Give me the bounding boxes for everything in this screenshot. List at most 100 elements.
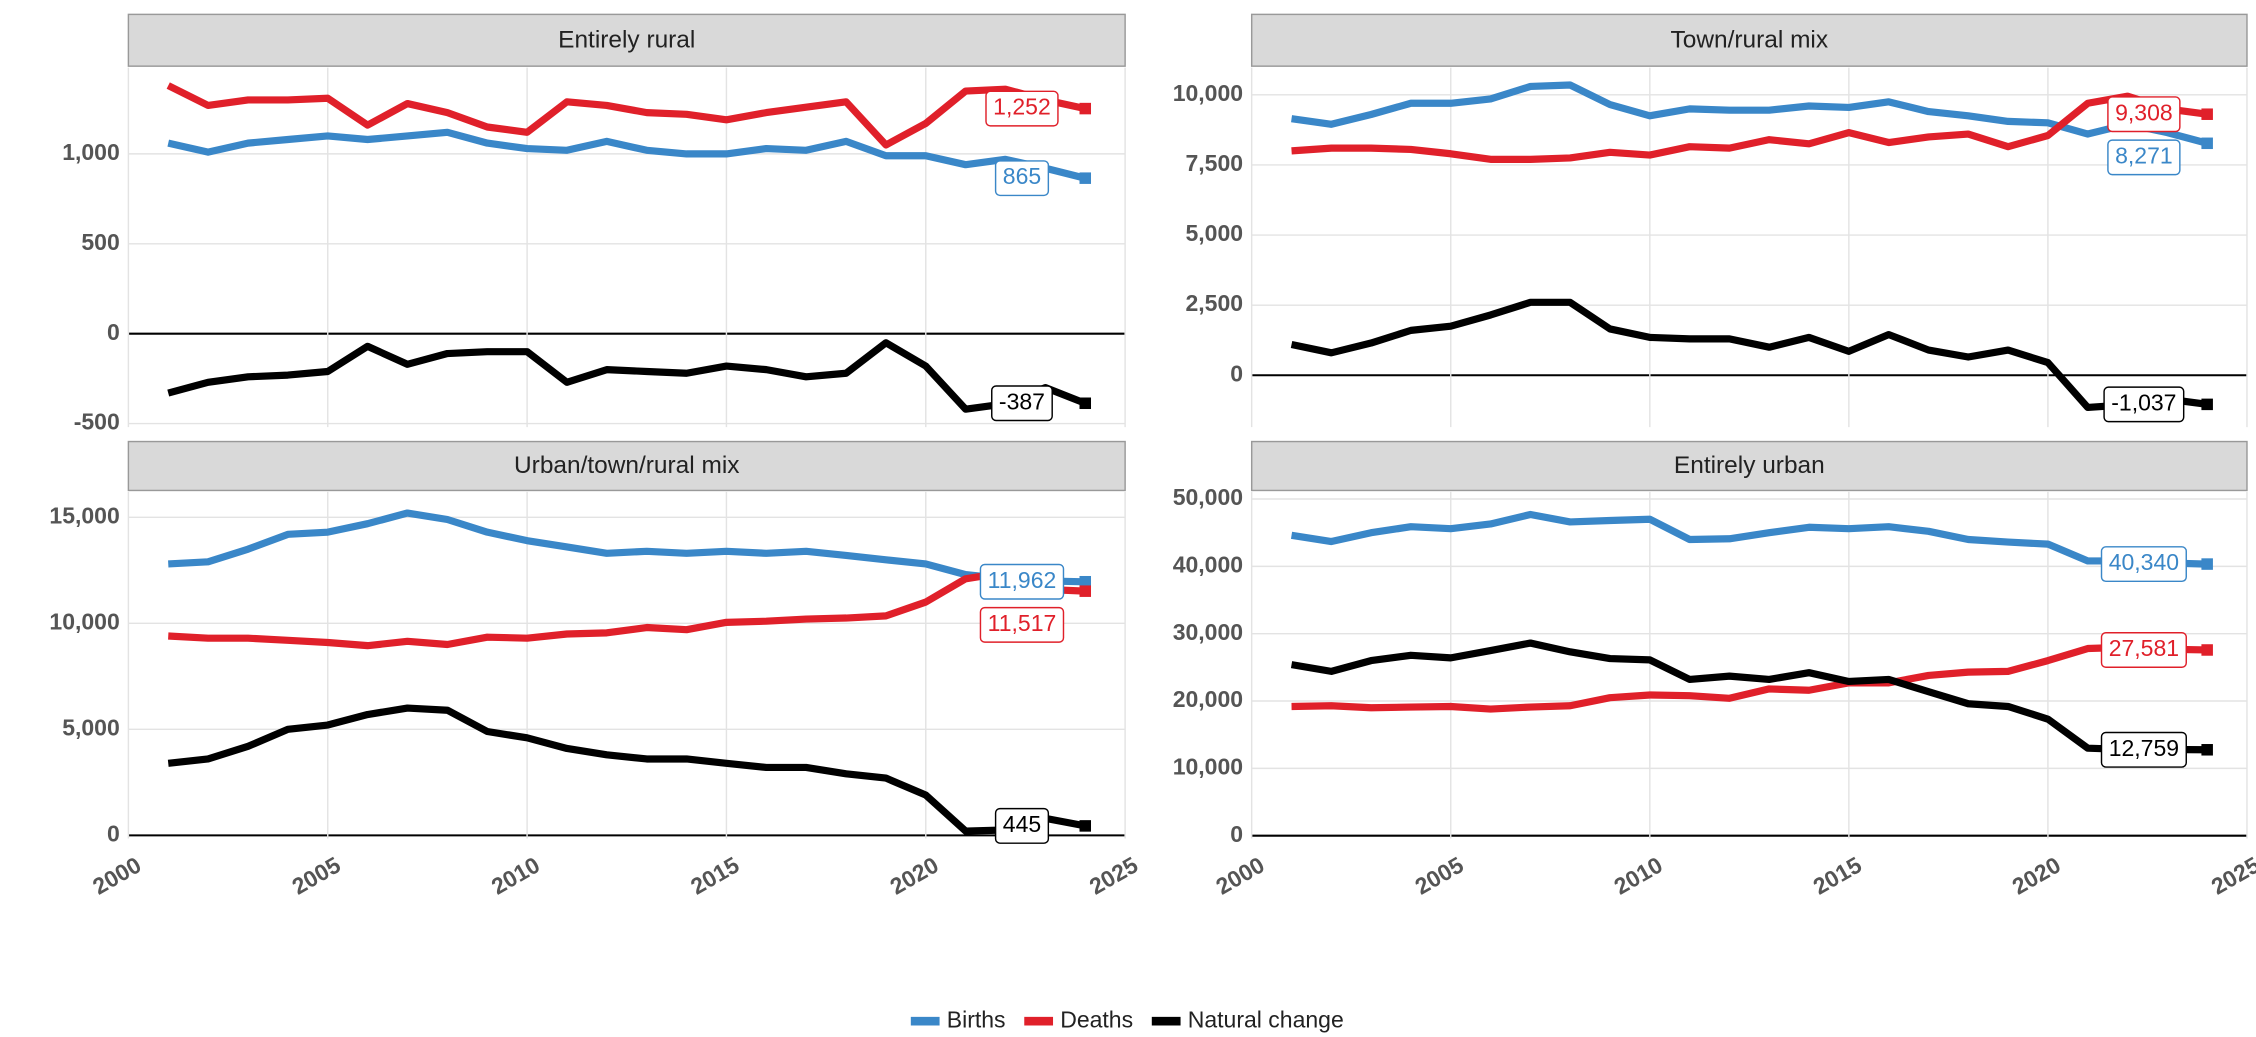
value-label: 12,759 <box>2100 731 2187 768</box>
x-tick-label: 2000 <box>1211 851 1268 899</box>
y-tick-label: 50,000 <box>1173 484 1243 510</box>
x-tick-label: 2010 <box>487 851 544 899</box>
value-label-box <box>2100 546 2187 583</box>
end-point <box>1079 585 1092 597</box>
value-label-text: 865 <box>1003 163 1041 189</box>
value-label-box <box>994 807 1050 844</box>
legend: Births Deaths Natural change <box>910 1006 1344 1032</box>
x-tick-label: 2025 <box>1085 851 1142 899</box>
series-line <box>168 509 1086 586</box>
end-point <box>2201 108 2213 120</box>
series-line <box>1291 81 2209 147</box>
series-line <box>168 568 1086 650</box>
y-tick-label: 10,000 <box>1173 80 1243 106</box>
x-tick-label: 2015 <box>686 851 743 899</box>
x-tick-label: 2020 <box>2008 851 2065 899</box>
legend-label: Deaths <box>1060 1006 1133 1032</box>
y-tick-label: 10,000 <box>49 608 119 634</box>
value-label-box <box>2103 386 2185 423</box>
value-label-box <box>994 160 1050 197</box>
value-label: 9,308 <box>2107 96 2181 133</box>
panel-title: Entirely rural <box>558 26 695 53</box>
value-label: 865 <box>994 160 1050 197</box>
value-label-text: 11,517 <box>988 610 1057 636</box>
value-label: 40,340 <box>2100 546 2187 583</box>
value-label: 8,271 <box>2107 139 2181 176</box>
x-tick-label: 2000 <box>88 851 145 899</box>
y-tick-label: 20,000 <box>1173 686 1243 712</box>
series-line <box>167 128 1087 182</box>
y-tick-label: 15,000 <box>49 502 119 528</box>
value-label-box <box>2107 139 2181 176</box>
y-tick-label: 0 <box>1230 821 1243 847</box>
x-tick-label: 2010 <box>1610 851 1667 899</box>
legend-swatch <box>1024 1016 1054 1026</box>
series-line <box>1290 298 2208 412</box>
strip <box>127 440 1126 492</box>
y-tick-label: 5,000 <box>62 714 120 740</box>
legend-swatch <box>910 1016 940 1026</box>
end-point <box>2201 644 2213 656</box>
legend-label: Natural change <box>1188 1006 1344 1032</box>
y-tick-label: 0 <box>1230 360 1243 386</box>
series-line <box>1290 639 2208 754</box>
end-point <box>2201 744 2213 756</box>
end-point <box>1079 575 1092 588</box>
value-label-box <box>2100 731 2187 768</box>
value-label: 1,252 <box>985 90 1059 127</box>
x-tick-label: 2025 <box>2207 851 2256 899</box>
end-point <box>2201 558 2213 570</box>
x-tick-label: 2020 <box>886 851 943 899</box>
series-line <box>1291 643 2208 713</box>
value-label: 11,962 <box>979 563 1065 600</box>
legend-swatch <box>1151 1016 1181 1026</box>
strip <box>1250 440 2248 492</box>
panel-title: Entirely urban <box>1674 452 1825 479</box>
y-tick-label: 1,000 <box>62 139 120 165</box>
series-line <box>166 82 1087 149</box>
value-label-text: 12,759 <box>2109 735 2179 761</box>
end-point <box>1079 397 1092 410</box>
value-label-text: -1,037 <box>2111 389 2176 415</box>
value-label: 445 <box>994 807 1050 844</box>
value-label: -1,037 <box>2103 386 2185 423</box>
y-tick-label: 500 <box>81 229 119 255</box>
value-label: -387 <box>991 385 1053 422</box>
y-tick-label: 0 <box>107 319 120 345</box>
value-label-text: 9,308 <box>2115 99 2173 125</box>
strip <box>127 13 1126 67</box>
end-point <box>1079 172 1092 184</box>
value-label-box <box>2100 632 2187 668</box>
value-label-text: 40,340 <box>2109 549 2179 575</box>
y-tick-label: 7,500 <box>1186 150 1244 176</box>
end-point <box>1079 820 1092 832</box>
x-tick-label: 2015 <box>1809 851 1866 899</box>
value-label-text: 1,252 <box>993 94 1051 120</box>
y-tick-label: 0 <box>107 820 120 846</box>
value-label-box <box>979 563 1065 600</box>
series-line <box>167 339 1087 413</box>
value-label-text: -387 <box>999 388 1045 414</box>
y-tick-label: -500 <box>74 409 120 435</box>
value-label: 11,517 <box>979 606 1065 643</box>
x-tick-label: 2005 <box>287 851 344 899</box>
end-point <box>1079 102 1092 115</box>
panel-title: Urban/town/rural mix <box>514 452 739 479</box>
end-point <box>2201 137 2213 150</box>
value-label: 27,581 <box>2100 632 2187 668</box>
value-label-text: 445 <box>1003 811 1041 837</box>
end-point <box>2201 398 2213 411</box>
value-label-box <box>979 606 1065 643</box>
y-tick-label: 10,000 <box>1173 753 1243 779</box>
series-line <box>1290 510 2208 568</box>
y-tick-label: 30,000 <box>1173 619 1243 645</box>
value-label-box <box>985 90 1059 127</box>
panel-title: Town/rural mix <box>1671 26 1829 53</box>
x-tick-label: 2005 <box>1410 851 1467 899</box>
series-line <box>167 704 1086 835</box>
y-tick-label: 5,000 <box>1186 220 1244 246</box>
value-label-text: 27,581 <box>2109 635 2179 661</box>
strip <box>1250 13 2248 67</box>
value-label-text: 11,962 <box>988 567 1057 593</box>
